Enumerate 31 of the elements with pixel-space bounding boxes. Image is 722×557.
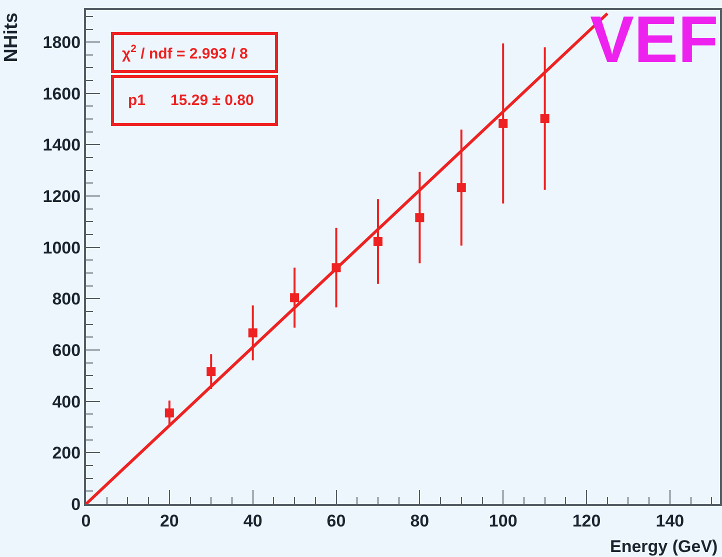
- point: [290, 293, 300, 302]
- y-tick-label: 1800: [42, 33, 81, 52]
- annotation: VEF: [590, 2, 718, 76]
- y-tick-label: 800: [52, 290, 81, 309]
- annotation: χ$^{2}$ / ndf = 2.993 / 8: [122, 43, 248, 62]
- point: [248, 328, 258, 338]
- point: [164, 408, 174, 418]
- x-axis-title: Energy (GeV): [610, 537, 718, 556]
- y-tick-label: 1000: [42, 238, 81, 258]
- point: [415, 213, 424, 222]
- x-tick-label: 40: [243, 511, 262, 530]
- y-tick-label: 400: [52, 392, 81, 412]
- annotation: p1 15.29 ± 0.80: [128, 92, 254, 109]
- y-tick-label: 200: [52, 444, 81, 463]
- y-tick-label: 600: [52, 340, 81, 360]
- x-tick-label: 120: [572, 511, 601, 530]
- y-axis-title: NHits: [1, 12, 22, 62]
- point: [456, 183, 466, 192]
- y-tick-label: 1600: [42, 84, 81, 104]
- x-tick-label: 100: [488, 511, 518, 530]
- point: [373, 236, 382, 246]
- y-tick-label: 1400: [42, 136, 81, 155]
- y-tick-label: 0: [71, 494, 81, 514]
- x-tick-label: 60: [326, 511, 346, 530]
- point: [498, 118, 508, 128]
- x-tick-label: 20: [160, 511, 179, 530]
- y-tick-label: 1200: [42, 187, 81, 206]
- point: [206, 367, 216, 376]
- x-tick-label: 140: [656, 511, 684, 530]
- point: [540, 114, 550, 124]
- x-tick-label: 80: [410, 511, 430, 530]
